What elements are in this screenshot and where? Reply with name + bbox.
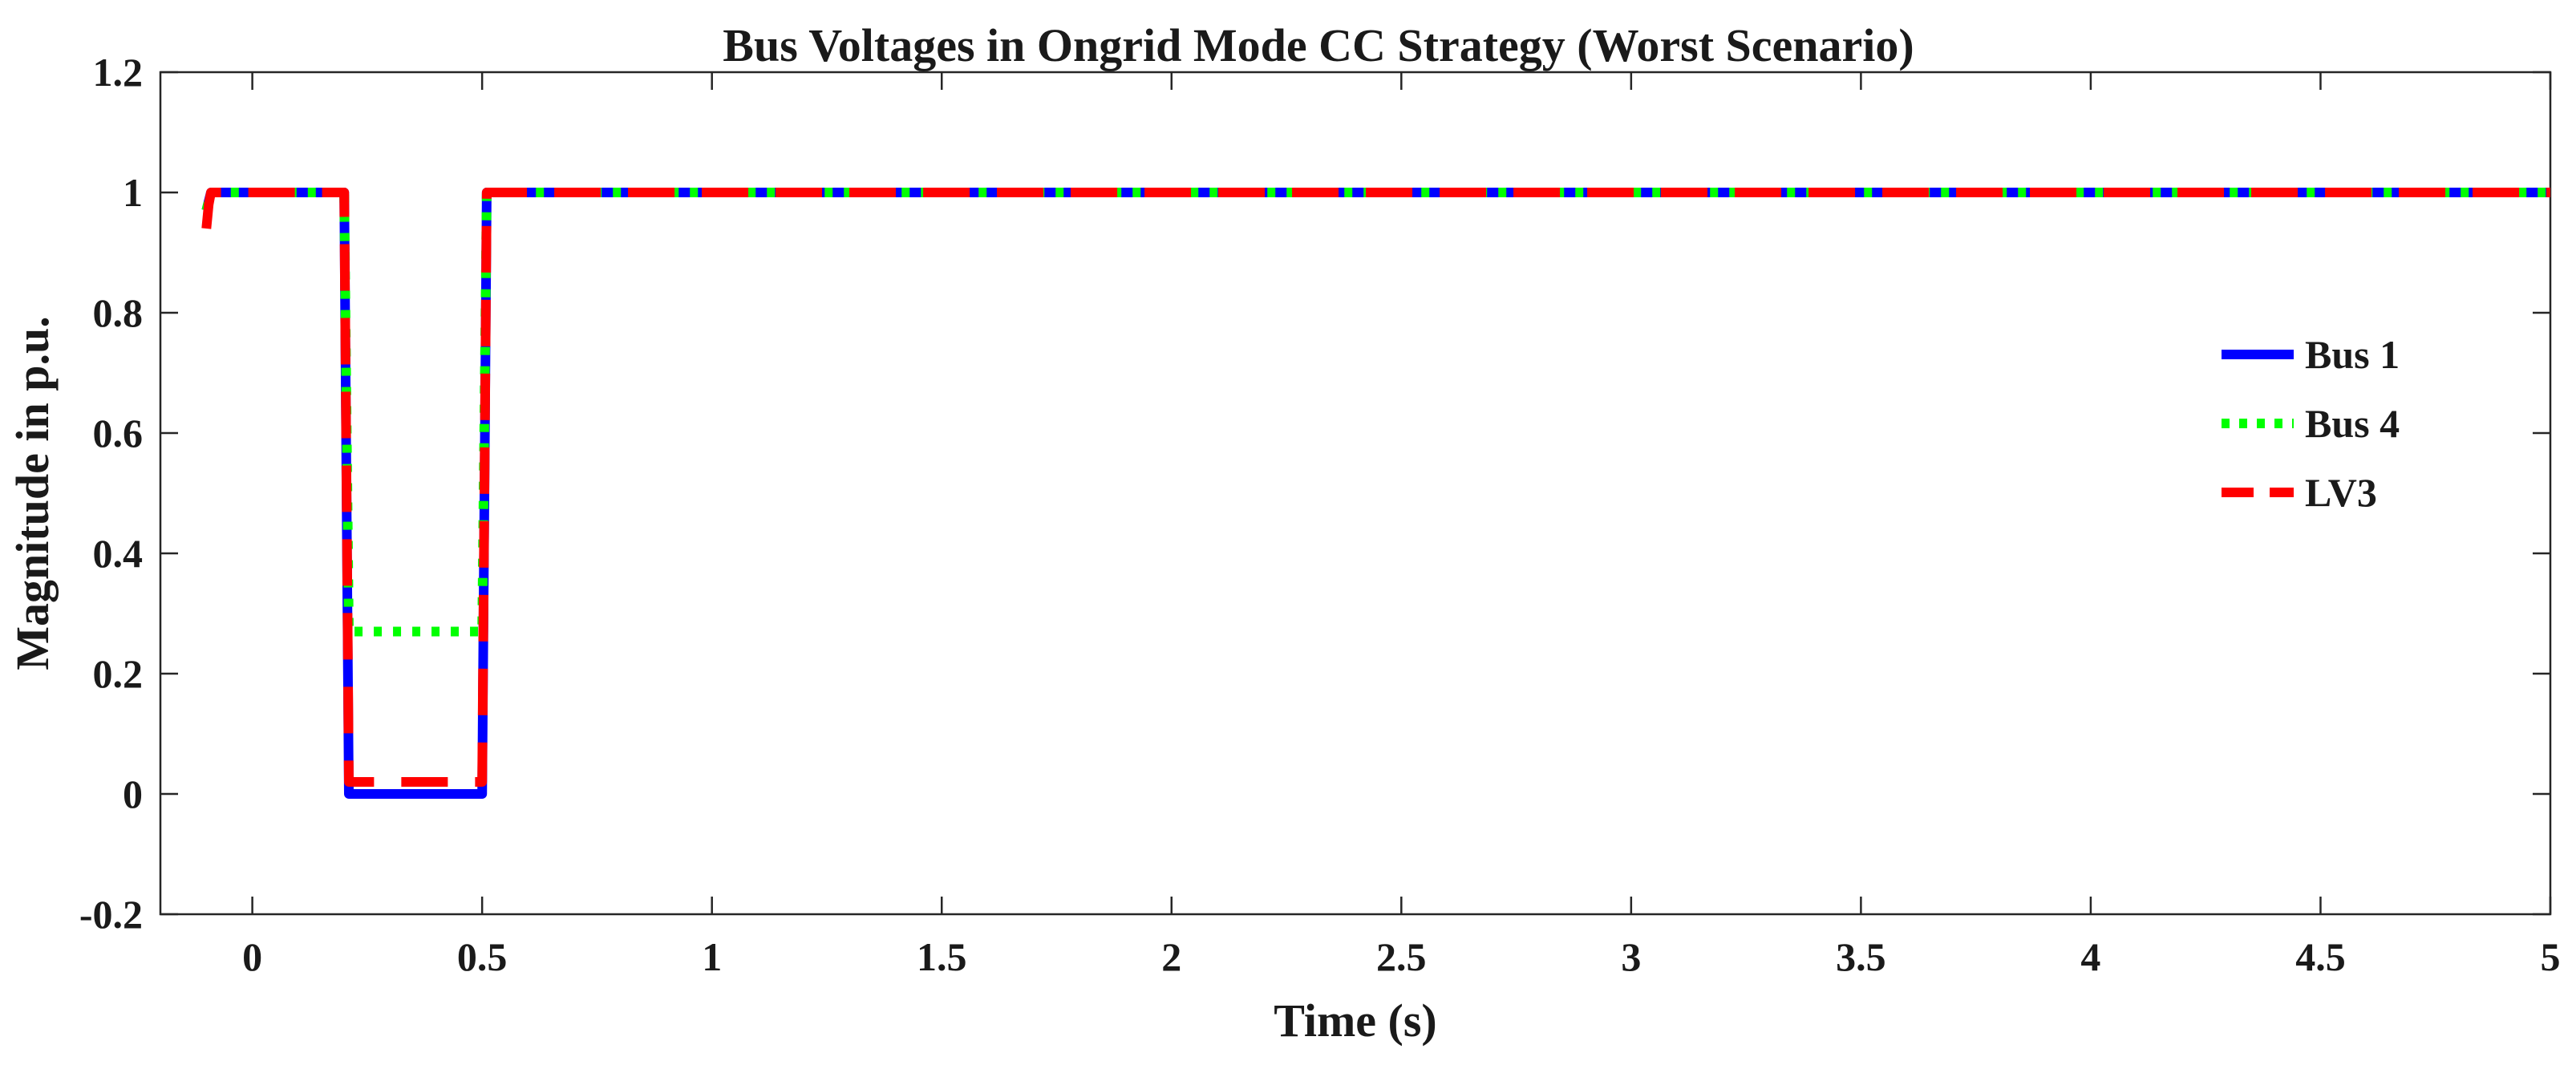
y-tick-label: 1 bbox=[123, 170, 143, 215]
x-tick-label: 1 bbox=[702, 934, 722, 979]
plot-area-frame bbox=[159, 71, 2552, 916]
chart-title: Bus Voltages in Ongrid Mode CC Strategy … bbox=[723, 19, 1914, 71]
y-tick-label: 0.6 bbox=[93, 411, 144, 456]
x-tick-label: 2 bbox=[1161, 934, 1181, 979]
y-tick-label: 1.2 bbox=[93, 50, 144, 95]
y-tick-label: -0.2 bbox=[79, 892, 143, 937]
legend-label: Bus 1 bbox=[2305, 332, 2400, 377]
x-axis: 0 0.5 1 1.5 2 2.5 3 3.5 4 4.5 5 bbox=[242, 72, 2561, 979]
y-axis: -0.2 0 0.2 0.4 0.6 0.8 1 1.2 bbox=[79, 50, 2550, 937]
x-tick-label: 3.5 bbox=[1836, 934, 1886, 979]
x-tick-label: 0.5 bbox=[457, 934, 508, 979]
x-tick-label: 4.5 bbox=[2295, 934, 2346, 979]
x-tick-label: 3 bbox=[1621, 934, 1641, 979]
x-tick-label: 0 bbox=[242, 934, 262, 979]
x-axis-label: Time (s) bbox=[1274, 994, 1437, 1047]
legend-label: LV3 bbox=[2305, 470, 2377, 515]
y-axis-label: Magnitude in p.u. bbox=[6, 316, 59, 670]
x-tick-label: 5 bbox=[2541, 934, 2561, 979]
y-tick-label: 0.2 bbox=[93, 651, 144, 696]
y-tick-label: 0.4 bbox=[93, 531, 144, 576]
legend-label: Bus 4 bbox=[2305, 401, 2400, 446]
x-tick-label: 4 bbox=[2080, 934, 2100, 979]
series-line-lv3 bbox=[201, 188, 2550, 787]
series-layer bbox=[201, 188, 2550, 799]
y-tick-label: 0.8 bbox=[93, 290, 144, 335]
x-tick-label: 1.5 bbox=[917, 934, 967, 979]
x-tick-label: 2.5 bbox=[1376, 934, 1427, 979]
y-tick-label: 0 bbox=[123, 771, 143, 816]
legend: Bus 1 Bus 4 LV3 bbox=[2222, 332, 2400, 515]
